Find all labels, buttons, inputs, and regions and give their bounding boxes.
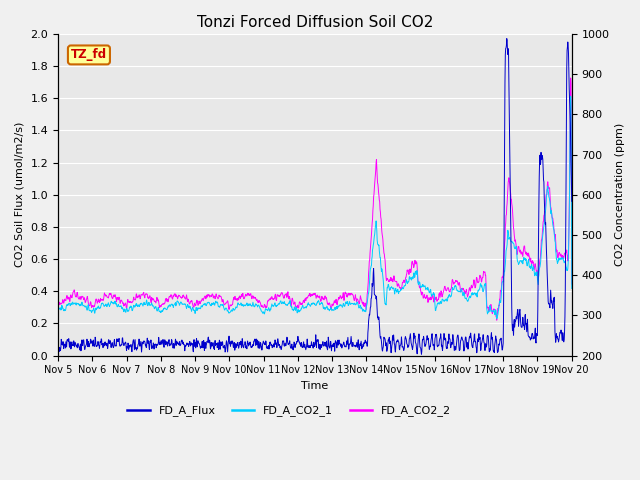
- Y-axis label: CO2 Concentration (ppm): CO2 Concentration (ppm): [615, 123, 625, 266]
- Text: TZ_fd: TZ_fd: [71, 48, 107, 61]
- Title: Tonzi Forced Diffusion Soil CO2: Tonzi Forced Diffusion Soil CO2: [196, 15, 433, 30]
- X-axis label: Time: Time: [301, 381, 328, 391]
- Legend: FD_A_Flux, FD_A_CO2_1, FD_A_CO2_2: FD_A_Flux, FD_A_CO2_1, FD_A_CO2_2: [123, 401, 456, 421]
- Y-axis label: CO2 Soil Flux (umol/m2/s): CO2 Soil Flux (umol/m2/s): [15, 122, 25, 267]
